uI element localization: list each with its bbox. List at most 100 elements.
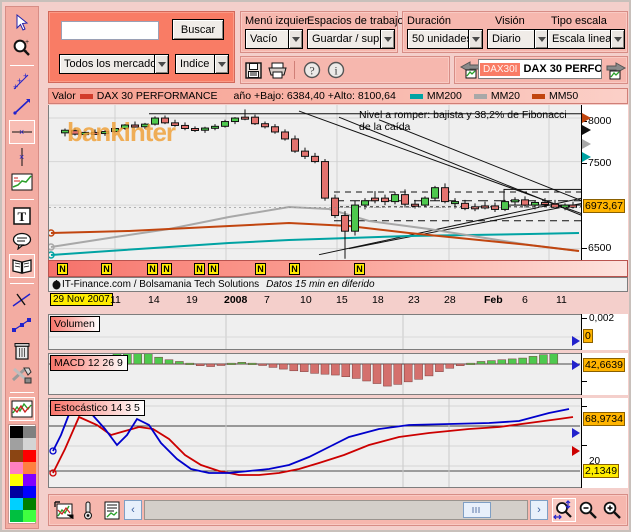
palette-swatch[interactable] [10, 498, 23, 510]
price-plot[interactable]: bankinter Nivel a romper: bajista y 38,2… [48, 105, 628, 267]
palette-swatch[interactable] [10, 438, 23, 450]
zoom-out-icon[interactable] [576, 498, 600, 522]
zoom-fit-icon[interactable] [552, 498, 576, 522]
palette-swatch[interactable] [23, 462, 36, 474]
svg-text:-: - [25, 48, 28, 55]
palette-swatch[interactable] [10, 426, 23, 438]
vision-select[interactable]: Diario [487, 29, 549, 49]
back-chart-icon[interactable] [458, 58, 482, 82]
palette-swatch[interactable] [23, 426, 36, 438]
tipo-escala-select[interactable]: Escala lineal [547, 29, 625, 49]
news-marker[interactable]: N [194, 263, 205, 275]
duracion-value: 50 unidades [407, 29, 469, 49]
palette-swatch[interactable] [10, 486, 23, 498]
news-marker[interactable]: N [289, 263, 300, 275]
instrument-type-select[interactable]: Indice [175, 54, 229, 74]
bottom-toolbar: ‹ › [48, 494, 628, 526]
duracion-select[interactable]: 50 unidades [407, 29, 483, 49]
palette-swatch[interactable] [23, 498, 36, 510]
espacios-select[interactable]: Guardar / suprimir [307, 29, 395, 49]
current-price-tag: 6973,67 [583, 199, 625, 213]
news-marker[interactable]: N [208, 263, 219, 275]
scroll-left-button[interactable]: ‹ [124, 500, 142, 520]
stochastic-axis[interactable]: 80 20 68,9734 2,1349 [572, 398, 628, 488]
legend-instrument-name: DAX 30 PERFORMANCE [96, 90, 218, 102]
legend-mm20-label: MM20 [490, 90, 521, 102]
move-points-icon[interactable] [9, 313, 35, 337]
palette-swatch[interactable] [10, 510, 23, 522]
palette-swatch[interactable] [23, 438, 36, 450]
delete-line-icon[interactable] [9, 288, 35, 312]
palette-swatch[interactable] [23, 486, 36, 498]
macd-axis[interactable]: 42,6639 [572, 353, 628, 395]
duracion-chevron-down-icon[interactable] [469, 29, 483, 49]
trash-icon[interactable] [9, 338, 35, 362]
news-marker[interactable]: N [57, 263, 68, 275]
news-marker[interactable]: N [101, 263, 112, 275]
date-axis[interactable]: 29 Nov 2007 11 14 19 2008 7 10 15 18 23 28 Feb 6 11 [48, 293, 628, 310]
zoom-magnifier-icon[interactable]: + - [9, 36, 35, 60]
palette-swatch[interactable] [23, 510, 36, 522]
date-tick: Feb [484, 294, 503, 306]
instrument-type-chevron-down-icon[interactable] [215, 54, 229, 74]
news-marker[interactable]: N [255, 263, 266, 275]
list-icon[interactable] [100, 498, 124, 522]
svg-text:T: T [18, 209, 27, 224]
save-icon[interactable] [241, 58, 265, 82]
stochastic-pane[interactable]: Estocástico 14 3 5 [48, 398, 628, 488]
vertical-line-icon[interactable]: × [9, 145, 35, 169]
info-icon[interactable]: i [324, 58, 348, 82]
search-button[interactable]: Buscar [172, 19, 224, 40]
chart-scrollbar[interactable] [144, 500, 528, 520]
search-input[interactable] [62, 22, 158, 39]
horizontal-line-icon[interactable]: × [9, 120, 35, 144]
forward-chart-icon[interactable] [604, 59, 628, 83]
palette-swatch[interactable] [10, 474, 23, 486]
macd-pane[interactable]: MACD 12 26 9 [48, 353, 628, 395]
text-tool-icon[interactable]: T [9, 204, 35, 228]
scatter-points-icon[interactable]: +++ [9, 70, 35, 94]
chart-scrollbar-thumb[interactable] [463, 502, 491, 518]
palette-swatch[interactable] [10, 450, 23, 462]
cursor-icon[interactable] [9, 11, 35, 35]
thermometer-icon[interactable] [76, 498, 100, 522]
palette-swatch[interactable] [23, 450, 36, 462]
volume-pane[interactable]: Volumen [48, 314, 628, 350]
credit-source: IT-Finance.com / Bolsamania Tech Solutio… [62, 279, 260, 290]
tools-icon[interactable] [9, 363, 35, 387]
help-icon[interactable]: ? [300, 58, 324, 82]
indicator-chart-icon[interactable] [9, 397, 35, 421]
volume-axis[interactable]: 0,002 0 [572, 313, 628, 350]
ticker-code: DAX30I [480, 62, 521, 76]
instrument-ticker-display[interactable]: DAX30I DAX 30 PERFORMANCE [478, 59, 602, 79]
news-marker[interactable]: N [161, 263, 172, 275]
print-icon[interactable] [265, 58, 289, 82]
scroll-right-button[interactable]: › [530, 500, 548, 520]
svg-text:×: × [19, 127, 24, 137]
book-icon[interactable] [9, 254, 35, 278]
tipo-escala-chevron-down-icon[interactable] [611, 29, 625, 49]
news-marker[interactable]: N [354, 263, 365, 275]
palette-swatch[interactable] [10, 462, 23, 474]
instrument-type-value: Indice [175, 54, 215, 74]
comment-bubble-icon[interactable] [9, 229, 35, 253]
curve-chart-icon[interactable] [9, 170, 35, 194]
market-select[interactable]: Todos los mercados [59, 54, 169, 74]
search-input-wrapper[interactable] [61, 21, 159, 40]
date-axis-current: 29 Nov 2007 [50, 293, 113, 306]
new-chart-icon[interactable] [52, 498, 76, 522]
news-marker[interactable]: N [147, 263, 158, 275]
menu-izquier-chevron-down-icon[interactable] [289, 29, 303, 49]
menu-izquier-select[interactable]: Vacío [245, 29, 303, 49]
zoom-in-icon[interactable] [600, 498, 624, 522]
price-axis[interactable]: 8000 7500 6500 6973,67 [581, 105, 628, 267]
palette-swatch[interactable] [23, 474, 36, 486]
vision-label: Visión [495, 15, 525, 27]
trendline-icon[interactable] [9, 95, 35, 119]
volume-value-tag: 0 [583, 329, 593, 343]
market-select-chevron-down-icon[interactable] [155, 54, 169, 74]
color-palette[interactable] [8, 424, 36, 524]
espacios-chevron-down-icon[interactable] [381, 29, 395, 49]
file-toolbar-group: ? i [240, 56, 450, 84]
